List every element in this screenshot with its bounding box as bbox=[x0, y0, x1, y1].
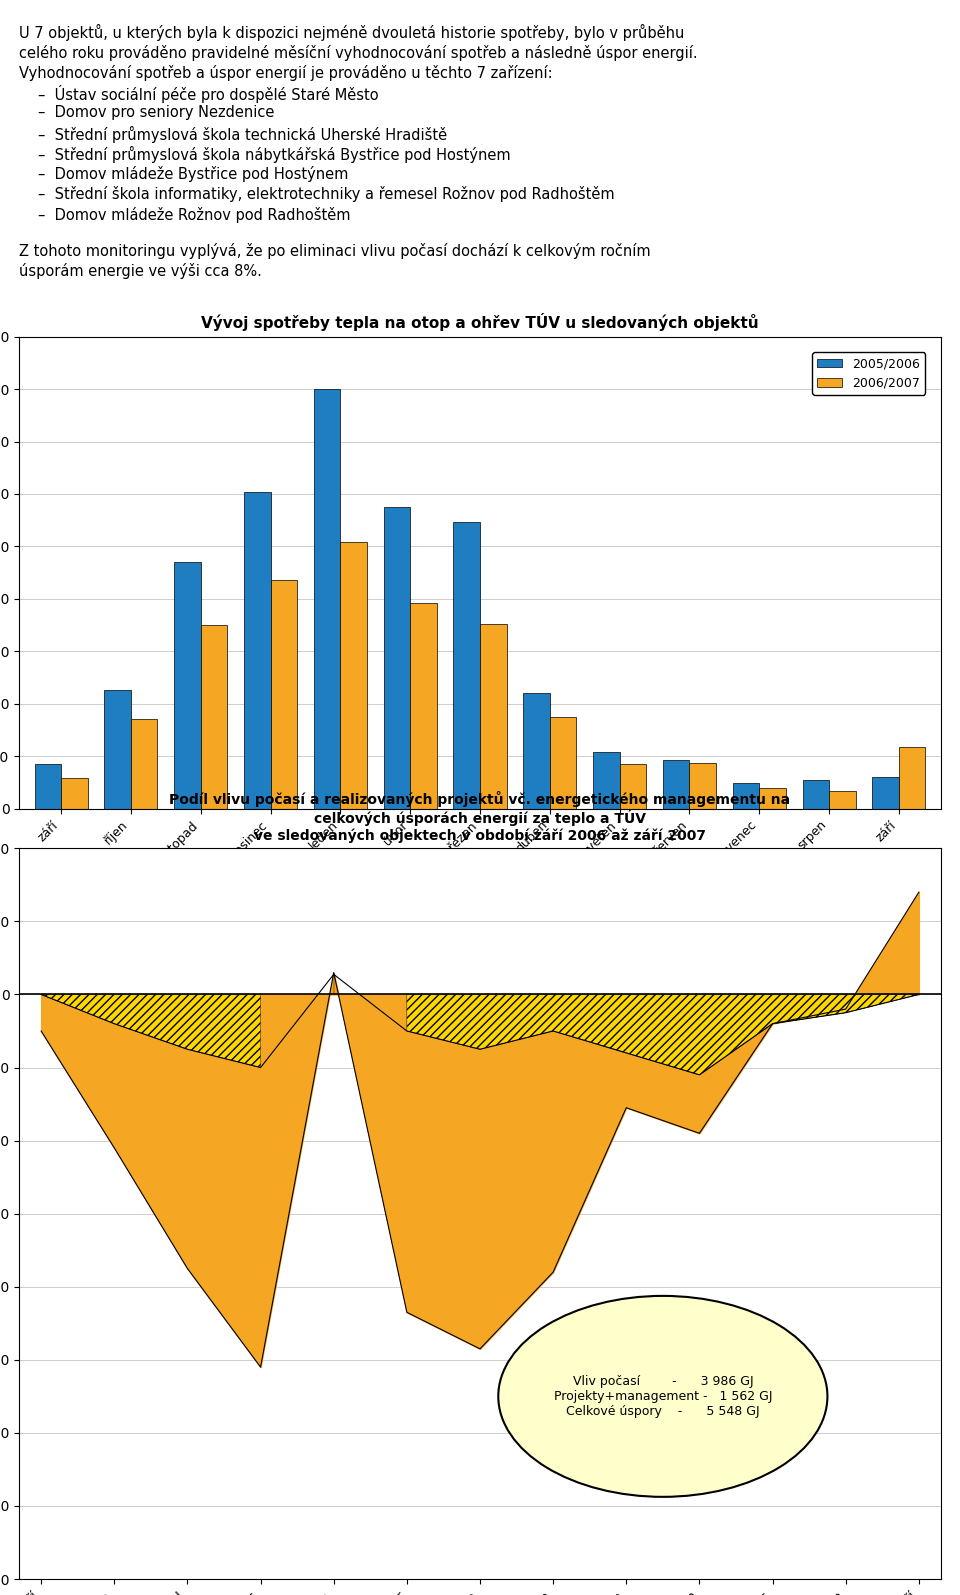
Bar bbox=[244, 491, 271, 809]
Bar bbox=[341, 542, 367, 809]
Bar bbox=[314, 389, 341, 809]
Text: –  Domov mládeže Rožnov pod Radhoštěm: – Domov mládeže Rožnov pod Radhoštěm bbox=[37, 206, 350, 223]
Bar bbox=[593, 753, 619, 809]
Text: –  Střední průmyslová škola nábytkářská Bystřice pod Hostýnem: – Střední průmyslová škola nábytkářská B… bbox=[37, 145, 511, 163]
Text: –  Střední průmyslová škola technická Uherské Hradiště: – Střední průmyslová škola technická Uhe… bbox=[37, 126, 446, 142]
Bar bbox=[35, 764, 61, 809]
Bar bbox=[523, 694, 550, 809]
Bar bbox=[663, 761, 689, 809]
Bar bbox=[550, 718, 576, 809]
Text: –  Ústav sociální péče pro dospělé Staré Město: – Ústav sociální péče pro dospělé Staré … bbox=[37, 85, 378, 104]
Text: Vyhodnocování spotřeb a úspor energií je prováděno u těchto 7 zařízení:: Vyhodnocování spotřeb a úspor energií je… bbox=[19, 65, 553, 81]
Bar bbox=[803, 780, 829, 809]
Bar bbox=[61, 778, 87, 809]
Bar bbox=[689, 762, 716, 809]
Text: –  Domov mládeže Bystřice pod Hostýnem: – Domov mládeže Bystřice pod Hostýnem bbox=[37, 166, 348, 182]
Bar bbox=[873, 777, 899, 809]
Legend: 2005/2006, 2006/2007: 2005/2006, 2006/2007 bbox=[812, 352, 925, 394]
X-axis label: měsíc: měsíc bbox=[460, 874, 500, 888]
Bar bbox=[619, 764, 646, 809]
Bar bbox=[410, 603, 437, 809]
Bar bbox=[453, 522, 480, 809]
Bar bbox=[480, 624, 507, 809]
Bar bbox=[732, 783, 759, 809]
Text: Z tohoto monitoringu vyplývá, že po eliminaci vlivu počasí dochází k celkovým ro: Z tohoto monitoringu vyplývá, že po elim… bbox=[19, 242, 651, 258]
Title: Vývoj spotřeby tepla na otop a ohřev TÚV u sledovaných objektů: Vývoj spotřeby tepla na otop a ohřev TÚV… bbox=[202, 313, 758, 332]
Bar bbox=[131, 718, 157, 809]
Bar bbox=[201, 625, 228, 809]
Text: –  Domov pro seniory Nezdenice: – Domov pro seniory Nezdenice bbox=[37, 105, 274, 120]
Bar bbox=[271, 581, 297, 809]
Bar bbox=[899, 746, 925, 809]
Text: Vliv počasí        -      3 986 GJ
Projekty+management -   1 562 GJ
Celkové úspo: Vliv počasí - 3 986 GJ Projekty+manageme… bbox=[554, 1375, 772, 1418]
Bar bbox=[384, 507, 410, 809]
Bar bbox=[829, 791, 855, 809]
Bar bbox=[759, 788, 786, 809]
Bar bbox=[174, 561, 201, 809]
Ellipse shape bbox=[498, 1295, 828, 1496]
Title: Podíl vlivu počasí a realizovaných projektů vč. energetického managementu na
cel: Podíl vlivu počasí a realizovaných proje… bbox=[169, 791, 791, 844]
Text: U 7 objektů, u kterých byla k dispozici nejméně dvouletá historie spotřeby, bylo: U 7 objektů, u kterých byla k dispozici … bbox=[19, 24, 684, 41]
Text: celého roku prováděno pravidelné měsíční vyhodnocování spotřeb a následně úspor : celého roku prováděno pravidelné měsíční… bbox=[19, 45, 698, 61]
Bar bbox=[105, 691, 131, 809]
Text: –  Střední škola informatiky, elektrotechniky a řemesel Rožnov pod Radhoštěm: – Střední škola informatiky, elektrotech… bbox=[37, 187, 614, 203]
Text: úsporám energie ve výši cca 8%.: úsporám energie ve výši cca 8%. bbox=[19, 263, 262, 279]
